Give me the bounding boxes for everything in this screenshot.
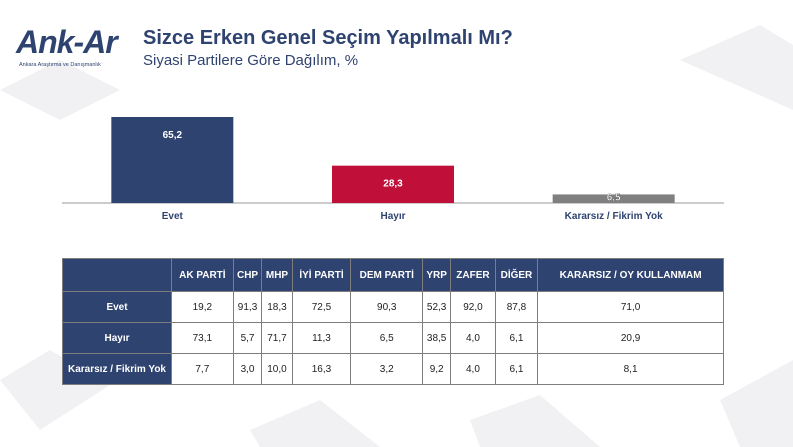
table-cell: 7,7 — [171, 353, 234, 385]
page-title: Sizce Erken Genel Seçim Yapılmalı Mı? — [143, 27, 513, 49]
table-cell: 38,5 — [422, 322, 452, 354]
table-cell: 5,7 — [232, 322, 263, 354]
column-header: YRP — [422, 258, 452, 292]
column-header: DEM PARTİ — [350, 258, 424, 292]
bar — [552, 194, 675, 203]
table-cell: 9,2 — [422, 353, 452, 385]
table-cell: 18,3 — [261, 291, 293, 323]
table-row: Evet 19,2 91,3 18,3 72,5 90,3 52,3 92,0 87,8 71,0 — [62, 291, 724, 323]
table-cell: 3,2 — [350, 353, 424, 385]
category-label: Kararsız / Fikrim Yok — [565, 211, 663, 222]
column-header: KARARSIZ / OY KULLANMAM — [537, 258, 724, 292]
category-label: Hayır — [380, 211, 405, 222]
row-label: Hayır — [62, 322, 172, 354]
table-cell: 91,3 — [232, 291, 263, 323]
column-header: MHP — [261, 258, 293, 292]
table-cell: 3,0 — [232, 353, 263, 385]
table-header-row: AK PARTİ CHP MHP İYİ PARTİ DEM PARTİ YRP ZAFER… — [62, 258, 724, 292]
table-cell: 11,3 — [291, 322, 352, 354]
logo-name: Ank-Ar — [16, 24, 118, 60]
table-cell: 87,8 — [494, 291, 539, 323]
table-row: Kararsız / Fikrim Yok 7,7 3,0 10,0 16,3 3,2 9,… — [62, 353, 724, 385]
table-cell: 8,1 — [537, 353, 724, 385]
data-label: 28,3 — [383, 179, 403, 190]
logo-tagline: Ankara Araştırma ve Danışmanlık — [19, 62, 101, 68]
row-label: Evet — [62, 291, 172, 323]
table-cell: 92,0 — [450, 291, 496, 323]
bar-chart: 65,2 Evet 28,3 Hayır 6,5 Kararsız / Fikrim Yo… — [62, 117, 724, 222]
column-header: CHP — [232, 258, 263, 292]
page-subtitle: Siyasi Partilere Göre Dağılım, % — [143, 52, 359, 69]
table-corner-cell — [62, 258, 172, 292]
column-header: AK PARTİ — [171, 258, 234, 292]
table-cell: 6,5 — [350, 322, 424, 354]
category-label: Evet — [162, 211, 184, 222]
party-breakdown-table: AK PARTİ CHP MHP İYİ PARTİ DEM PARTİ YRP ZAFER… — [62, 258, 724, 385]
table-cell: 73,1 — [171, 322, 234, 354]
table-cell: 16,3 — [291, 353, 352, 385]
table-row: Hayır 73,1 5,7 71,7 11,3 6,5 38,5 4,0 6,1 20,9 — [62, 322, 724, 354]
column-header: İYİ PARTİ — [291, 258, 352, 292]
table-cell: 71,7 — [261, 322, 293, 354]
table-cell: 6,1 — [494, 322, 539, 354]
bar — [111, 117, 234, 203]
table-cell: 71,0 — [537, 291, 724, 323]
column-header: DİĞER — [494, 258, 539, 292]
row-label: Kararsız / Fikrim Yok — [62, 353, 172, 385]
bar — [332, 165, 454, 203]
table-cell: 52,3 — [422, 291, 452, 323]
data-label: 6,5 — [607, 192, 621, 203]
table-cell: 19,2 — [171, 291, 234, 323]
table-cell: 90,3 — [350, 291, 424, 323]
table-cell: 6,1 — [494, 353, 539, 385]
logo: Ank-Ar Ankara Araştırma ve Danışmanlık — [16, 24, 136, 74]
table-cell: 4,0 — [450, 353, 496, 385]
table-cell: 72,5 — [291, 291, 352, 323]
table-cell: 4,0 — [450, 322, 496, 354]
table-cell: 10,0 — [261, 353, 293, 385]
column-header: ZAFER — [450, 258, 496, 292]
data-label: 65,2 — [163, 130, 183, 141]
table-cell: 20,9 — [537, 322, 724, 354]
